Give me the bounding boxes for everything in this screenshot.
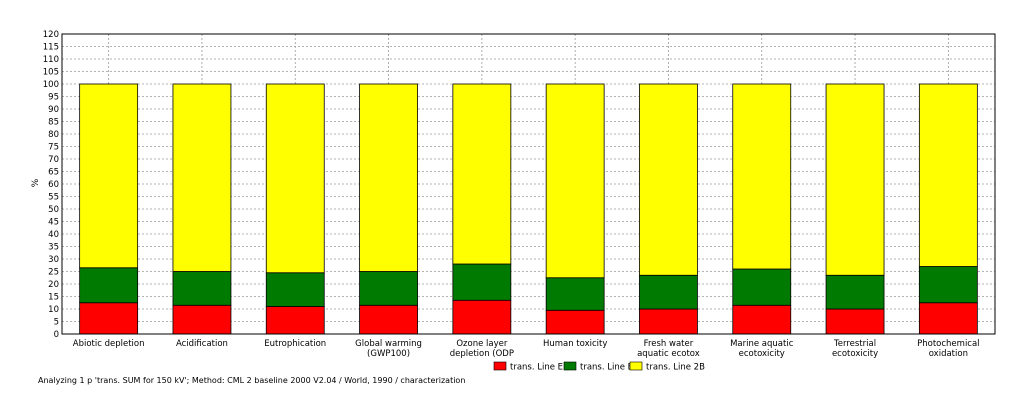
bar-segment-3 — [265, 83, 325, 274]
y-tick-label: 95 — [48, 93, 59, 103]
y-tick-label: 90 — [48, 105, 59, 115]
y-tick-label: 110 — [43, 55, 59, 65]
x-category-label: depletion (ODP — [450, 349, 514, 359]
bar-segment-3 — [639, 83, 698, 276]
y-tick-label: 85 — [48, 118, 59, 128]
bars — [79, 83, 978, 335]
y-tick-label: 25 — [48, 268, 59, 278]
bar-segment-1 — [79, 302, 139, 335]
bar-segment-1 — [825, 308, 885, 335]
x-category-label: Global warming — [355, 339, 422, 349]
y-tick-label: 30 — [48, 255, 59, 265]
bar-segment-1 — [452, 299, 512, 335]
bar-segment-1 — [265, 306, 325, 335]
y-tick-label: 15 — [48, 293, 59, 303]
y-tick-label: 120 — [43, 30, 59, 40]
y-tick-label: 35 — [48, 243, 59, 253]
legend-swatch — [629, 361, 643, 371]
x-category-labels: Abiotic depletion Acidification Eutrophica… — [73, 339, 980, 359]
bar-segment-2 — [918, 266, 978, 304]
bar-segment-1 — [639, 308, 698, 335]
y-tick-label: 20 — [48, 280, 59, 290]
bar-segment-3 — [79, 83, 139, 269]
y-tick-label: 80 — [48, 130, 59, 140]
legend: trans. Line E trans. Line B trans. Line 2B — [493, 361, 705, 373]
bar-segment-2 — [639, 274, 698, 310]
bar-segment-2 — [732, 268, 792, 306]
y-tick-label: 105 — [43, 68, 59, 78]
bar-segment-2 — [79, 267, 139, 304]
bar-segment-3 — [359, 83, 418, 272]
y-axis-label: % — [31, 178, 41, 187]
bar-segment-2 — [265, 272, 325, 307]
analysis-footer: Analyzing 1 p 'trans. SUM for 150 kV'; M… — [38, 376, 466, 385]
bar-segment-3 — [918, 83, 978, 267]
axes — [61, 33, 996, 335]
legend-label: trans. Line E — [510, 363, 563, 373]
y-tick-label: 40 — [48, 230, 59, 240]
x-category-label: oxidation — [929, 349, 968, 359]
x-category-label: Ozone layer — [456, 339, 508, 349]
legend-swatch — [493, 361, 507, 371]
bar-segment-1 — [918, 302, 978, 335]
x-category-label: Marine aquatic — [730, 339, 794, 349]
bar-segment-2 — [452, 263, 512, 301]
bar-segment-3 — [452, 83, 512, 265]
bar-segment-3 — [732, 83, 792, 270]
bar-segment-3 — [172, 83, 232, 272]
bar-segment-3 — [545, 83, 605, 279]
legend-label: trans. Line 2B — [646, 363, 705, 373]
x-category-label: Abiotic depletion — [73, 339, 145, 349]
y-tick-label: 100 — [43, 80, 59, 90]
y-tick-label: 65 — [48, 168, 59, 178]
y-tick-label: 60 — [48, 180, 59, 190]
y-tick-label: 75 — [48, 143, 59, 153]
bar-segment-1 — [359, 304, 418, 335]
bar-segment-2 — [545, 277, 605, 311]
legend-swatch — [563, 361, 577, 371]
bar-segment-1 — [172, 304, 232, 335]
bar-segment-2 — [172, 271, 232, 306]
x-category-label: ecotoxicity — [739, 349, 785, 359]
bar-segment-1 — [732, 304, 792, 335]
x-category-label: (GWP100) — [367, 349, 410, 359]
plot-frame — [61, 33, 996, 335]
y-tick-label: 45 — [48, 218, 59, 228]
bar-segment-2 — [825, 274, 885, 310]
y-tick-label: 10 — [48, 305, 59, 315]
x-category-label: Fresh water — [644, 339, 694, 349]
x-category-label: Photochemical — [917, 339, 979, 349]
bar-segment-3 — [825, 83, 885, 276]
x-category-label: ecotoxicity — [832, 349, 878, 359]
x-category-label: aquatic ecotox — [637, 349, 700, 359]
legend-label: trans. Line B — [580, 363, 634, 373]
y-tick-label: 70 — [48, 155, 59, 165]
y-tick-label: 115 — [43, 43, 59, 53]
y-tick-label: 50 — [48, 205, 59, 215]
y-tick-label: 0 — [54, 330, 59, 340]
bar-segment-1 — [545, 309, 605, 335]
x-category-label: Human toxicity — [543, 339, 607, 349]
x-category-label: Terrestrial — [833, 339, 876, 349]
y-tick-label: 5 — [54, 318, 59, 328]
x-category-label: Acidification — [176, 339, 228, 349]
y-tick-label: 55 — [48, 193, 59, 203]
y-tick-labels: 0 5 10 15 20 25 30 35 40 45 50 55 60 65 70 75 80 85 90 95 10… — [43, 30, 59, 340]
x-category-label: Eutrophication — [264, 339, 326, 349]
bar-segment-2 — [359, 271, 418, 306]
